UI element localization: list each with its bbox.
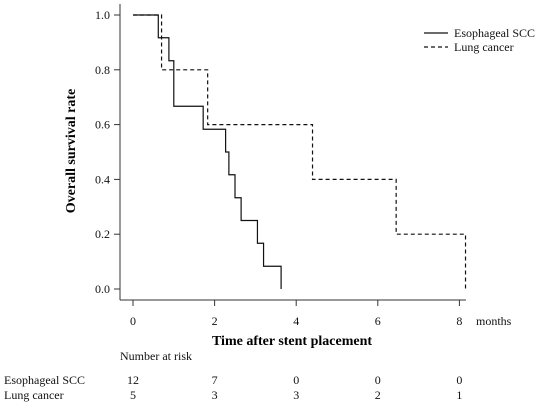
x-tick-label: 8	[456, 314, 462, 328]
risk-value-esophageal-scc: 12	[127, 373, 139, 387]
axes	[119, 4, 466, 301]
risk-row-label-esophageal-scc: Esophageal SCC	[4, 373, 85, 387]
survival-curve-esophageal-scc	[133, 14, 282, 289]
x-tick-label: 6	[375, 314, 381, 328]
x-tick-label: 2	[212, 314, 218, 328]
risk-value-lung-cancer: 3	[293, 388, 299, 402]
y-axis-title: Overall survival rate	[64, 89, 79, 213]
x-tick-label: 4	[293, 314, 299, 328]
x-axis-unit-label: months	[476, 314, 512, 328]
risk-value-esophageal-scc: 0	[456, 373, 462, 387]
risk-value-lung-cancer: 1	[456, 388, 462, 402]
y-tick-label: 1.0	[95, 8, 110, 22]
x-axis-title: Time after stent placement	[212, 334, 372, 349]
y-tick-label: 0.4	[95, 172, 110, 186]
y-tick-label: 0.0	[95, 282, 110, 296]
legend: Esophageal SCC Lung cancer	[424, 26, 535, 54]
risk-table-title: Number at risk	[120, 349, 192, 363]
survival-curves	[133, 14, 467, 289]
y-tick-label: 0.6	[95, 118, 110, 132]
risk-value-lung-cancer: 2	[375, 388, 381, 402]
survival-curve-lung-cancer	[133, 14, 467, 289]
y-axis-ticks: 0.0 0.2 0.4 0.6 0.8 1.0	[95, 8, 120, 296]
y-tick-label: 0.8	[95, 63, 110, 77]
x-axis-ticks: 0 2 4 6 8	[130, 300, 462, 328]
legend-label-lung-cancer: Lung cancer	[454, 40, 514, 54]
number-at-risk-table: Number at risk Esophageal SCC Lung cance…	[4, 349, 462, 402]
risk-value-esophageal-scc: 7	[212, 373, 218, 387]
risk-row-label-lung-cancer: Lung cancer	[4, 388, 64, 402]
risk-value-esophageal-scc: 0	[375, 373, 381, 387]
y-tick-label: 0.2	[95, 227, 110, 241]
risk-value-lung-cancer: 5	[130, 388, 136, 402]
risk-value-lung-cancer: 3	[212, 388, 218, 402]
legend-label-esophageal-scc: Esophageal SCC	[454, 26, 535, 40]
risk-values: 12 7 0 0 0 5 3 3 2 1	[127, 373, 462, 402]
risk-value-esophageal-scc: 0	[293, 373, 299, 387]
x-tick-label: 0	[130, 314, 136, 328]
